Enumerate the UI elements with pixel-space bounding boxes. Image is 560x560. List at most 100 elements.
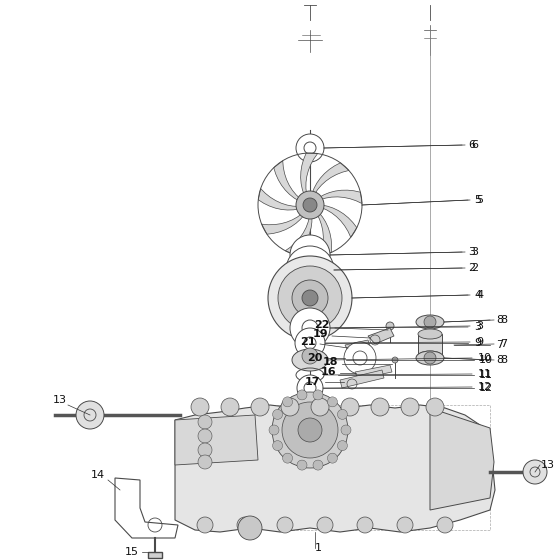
Circle shape	[424, 352, 436, 364]
Circle shape	[286, 246, 334, 294]
Circle shape	[290, 235, 330, 275]
Text: 17: 17	[304, 377, 320, 387]
Text: 5: 5	[477, 195, 483, 205]
Circle shape	[386, 322, 394, 330]
Circle shape	[426, 398, 444, 416]
Text: 3: 3	[477, 321, 483, 331]
Polygon shape	[285, 216, 312, 255]
Polygon shape	[175, 405, 495, 532]
Circle shape	[357, 517, 373, 533]
Circle shape	[303, 198, 317, 212]
Text: 8: 8	[501, 315, 507, 325]
Circle shape	[297, 375, 323, 401]
Circle shape	[317, 517, 333, 533]
Text: 22: 22	[314, 320, 330, 330]
Circle shape	[237, 517, 253, 533]
Polygon shape	[340, 370, 384, 388]
Bar	[418, 334, 442, 356]
Circle shape	[290, 308, 330, 348]
Circle shape	[397, 517, 413, 533]
Circle shape	[297, 390, 307, 400]
Polygon shape	[274, 161, 300, 201]
Text: 11: 11	[479, 370, 493, 380]
Circle shape	[296, 191, 324, 219]
Text: 3: 3	[474, 322, 482, 332]
Text: 6: 6	[472, 140, 478, 150]
Text: 4: 4	[477, 290, 484, 300]
Circle shape	[295, 328, 325, 358]
Circle shape	[297, 460, 307, 470]
Circle shape	[344, 342, 376, 374]
Circle shape	[191, 398, 209, 416]
Circle shape	[338, 441, 347, 451]
Circle shape	[313, 460, 323, 470]
Circle shape	[198, 443, 212, 457]
Text: 9: 9	[474, 338, 482, 348]
Polygon shape	[368, 328, 394, 344]
Ellipse shape	[416, 351, 444, 365]
Text: 8: 8	[501, 355, 507, 365]
Ellipse shape	[418, 329, 442, 339]
Text: 16: 16	[320, 367, 336, 377]
Circle shape	[198, 415, 212, 429]
Text: 12: 12	[478, 382, 492, 392]
Text: 13: 13	[53, 395, 67, 405]
Circle shape	[282, 402, 338, 458]
Text: 20: 20	[307, 353, 323, 363]
Circle shape	[281, 398, 299, 416]
Circle shape	[302, 290, 318, 306]
Circle shape	[341, 425, 351, 435]
Text: 3: 3	[469, 247, 475, 257]
Circle shape	[221, 398, 239, 416]
Text: 7: 7	[496, 340, 503, 350]
Text: 10: 10	[478, 353, 492, 363]
Text: 5: 5	[474, 195, 482, 205]
Polygon shape	[355, 365, 392, 379]
Text: 7: 7	[501, 339, 507, 349]
Text: 18: 18	[322, 357, 338, 367]
Circle shape	[424, 316, 436, 328]
Circle shape	[298, 418, 322, 442]
Text: 21: 21	[300, 337, 316, 347]
Circle shape	[238, 516, 262, 540]
Circle shape	[292, 280, 328, 316]
Text: 3: 3	[472, 247, 478, 257]
Text: 14: 14	[91, 470, 105, 480]
Circle shape	[272, 392, 348, 468]
Circle shape	[198, 429, 212, 443]
Circle shape	[273, 441, 283, 451]
Ellipse shape	[418, 351, 442, 361]
Bar	[270, 405, 490, 530]
Circle shape	[313, 390, 323, 400]
Circle shape	[273, 409, 283, 419]
Circle shape	[283, 453, 292, 463]
Ellipse shape	[292, 349, 328, 371]
Text: 19: 19	[312, 329, 328, 339]
Circle shape	[278, 266, 342, 330]
Text: 8: 8	[496, 315, 503, 325]
Text: 2: 2	[468, 263, 475, 273]
Text: 9: 9	[477, 337, 484, 347]
Circle shape	[76, 401, 104, 429]
Circle shape	[311, 398, 329, 416]
Text: 12: 12	[479, 383, 493, 393]
Circle shape	[338, 409, 347, 419]
Polygon shape	[312, 163, 349, 194]
Text: 2: 2	[472, 263, 479, 273]
Polygon shape	[258, 189, 299, 210]
Text: 6: 6	[469, 140, 475, 150]
Circle shape	[437, 517, 453, 533]
Circle shape	[251, 398, 269, 416]
Polygon shape	[262, 213, 304, 234]
Circle shape	[328, 397, 338, 407]
Circle shape	[198, 455, 212, 469]
Polygon shape	[301, 153, 318, 195]
Circle shape	[341, 398, 359, 416]
Circle shape	[197, 517, 213, 533]
Polygon shape	[430, 408, 494, 510]
Polygon shape	[321, 205, 357, 237]
Bar	[148, 552, 162, 558]
Circle shape	[523, 460, 547, 484]
Polygon shape	[317, 212, 332, 256]
Text: 8: 8	[496, 355, 503, 365]
